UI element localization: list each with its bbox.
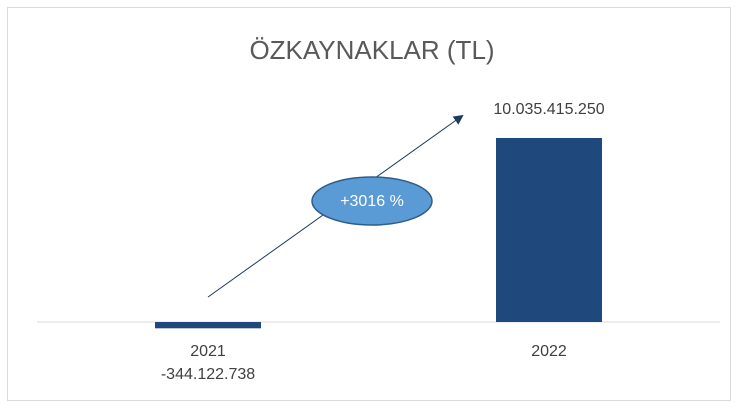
data-label: -344.122.738 <box>161 366 255 383</box>
bar <box>155 322 261 329</box>
x-tick-label: 2022 <box>531 343 567 360</box>
annotation: +3016 % <box>340 193 404 210</box>
chart-title: ÖZKAYNAKLAR (TL) <box>249 35 494 65</box>
annotation-bubble <box>311 176 433 226</box>
x-tick-label: 2021 <box>190 343 226 360</box>
data-label: 10.035.415.250 <box>493 101 604 118</box>
bar <box>496 138 602 322</box>
